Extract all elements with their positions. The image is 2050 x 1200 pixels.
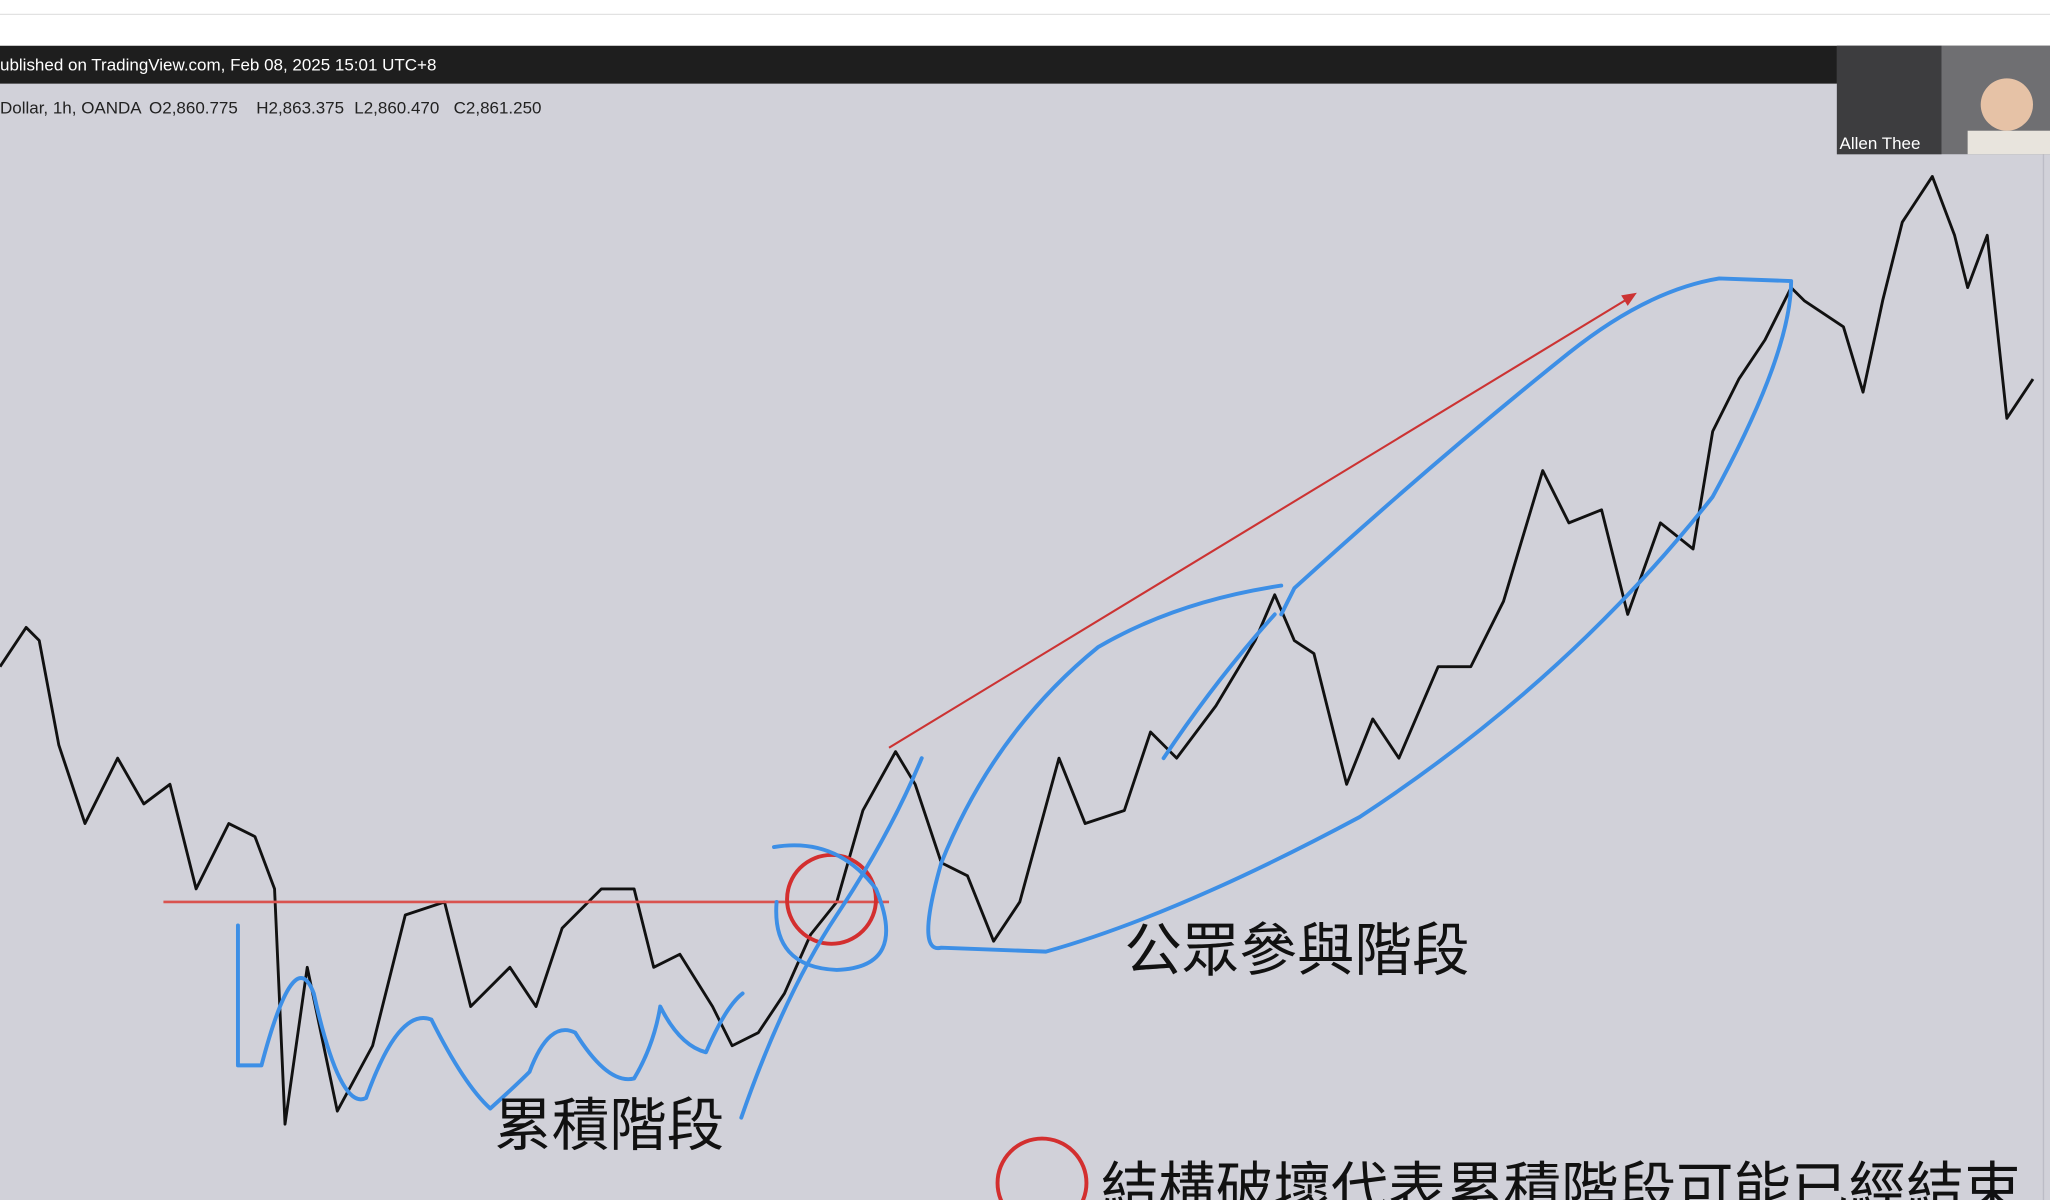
publish-bar [0,45,2050,84]
price-trace [0,175,2035,1126]
arrow-head [1621,292,1637,306]
trend-arrow [888,297,1630,749]
ohlc-open: O2,860.775 [149,99,238,118]
publish-text: ublished on TradingView.com, Feb 08, 202… [0,56,436,75]
symbol-info: Dollar, 1h, OANDA O2,860.775 H2,863.375 … [0,99,542,118]
webcam-name: Allen Thee [1840,134,1921,153]
inner-stroke [1161,612,1277,761]
symbol-label: Dollar, 1h, OANDA [0,99,142,118]
accumulation-label: 累積階段 [494,1094,724,1158]
accumulation-wave [235,923,745,1111]
public-label: 公眾參與階段 [1124,919,1469,983]
legend-circle [995,1136,1089,1200]
chart-area [0,83,2050,1200]
ohlc-close: C2,861.250 [454,99,542,118]
structure-break-label: 結構破壞代表累積階段可能已經結束 [1101,1158,2021,1200]
webcam-face [1980,78,2034,131]
break-loop [772,843,889,972]
public-ellipse-right [926,276,1794,954]
webcam-backdrop [1836,45,1942,155]
blue-sketches [235,276,1794,1120]
ohlc-low: L2,860.470 [354,99,439,118]
break-circle [785,852,878,946]
public-ellipse-left [939,583,1284,865]
ohlc-high: H2,863.375 [256,99,344,118]
breakout-stroke [739,756,924,1120]
webcam-shirt [1967,130,2050,155]
